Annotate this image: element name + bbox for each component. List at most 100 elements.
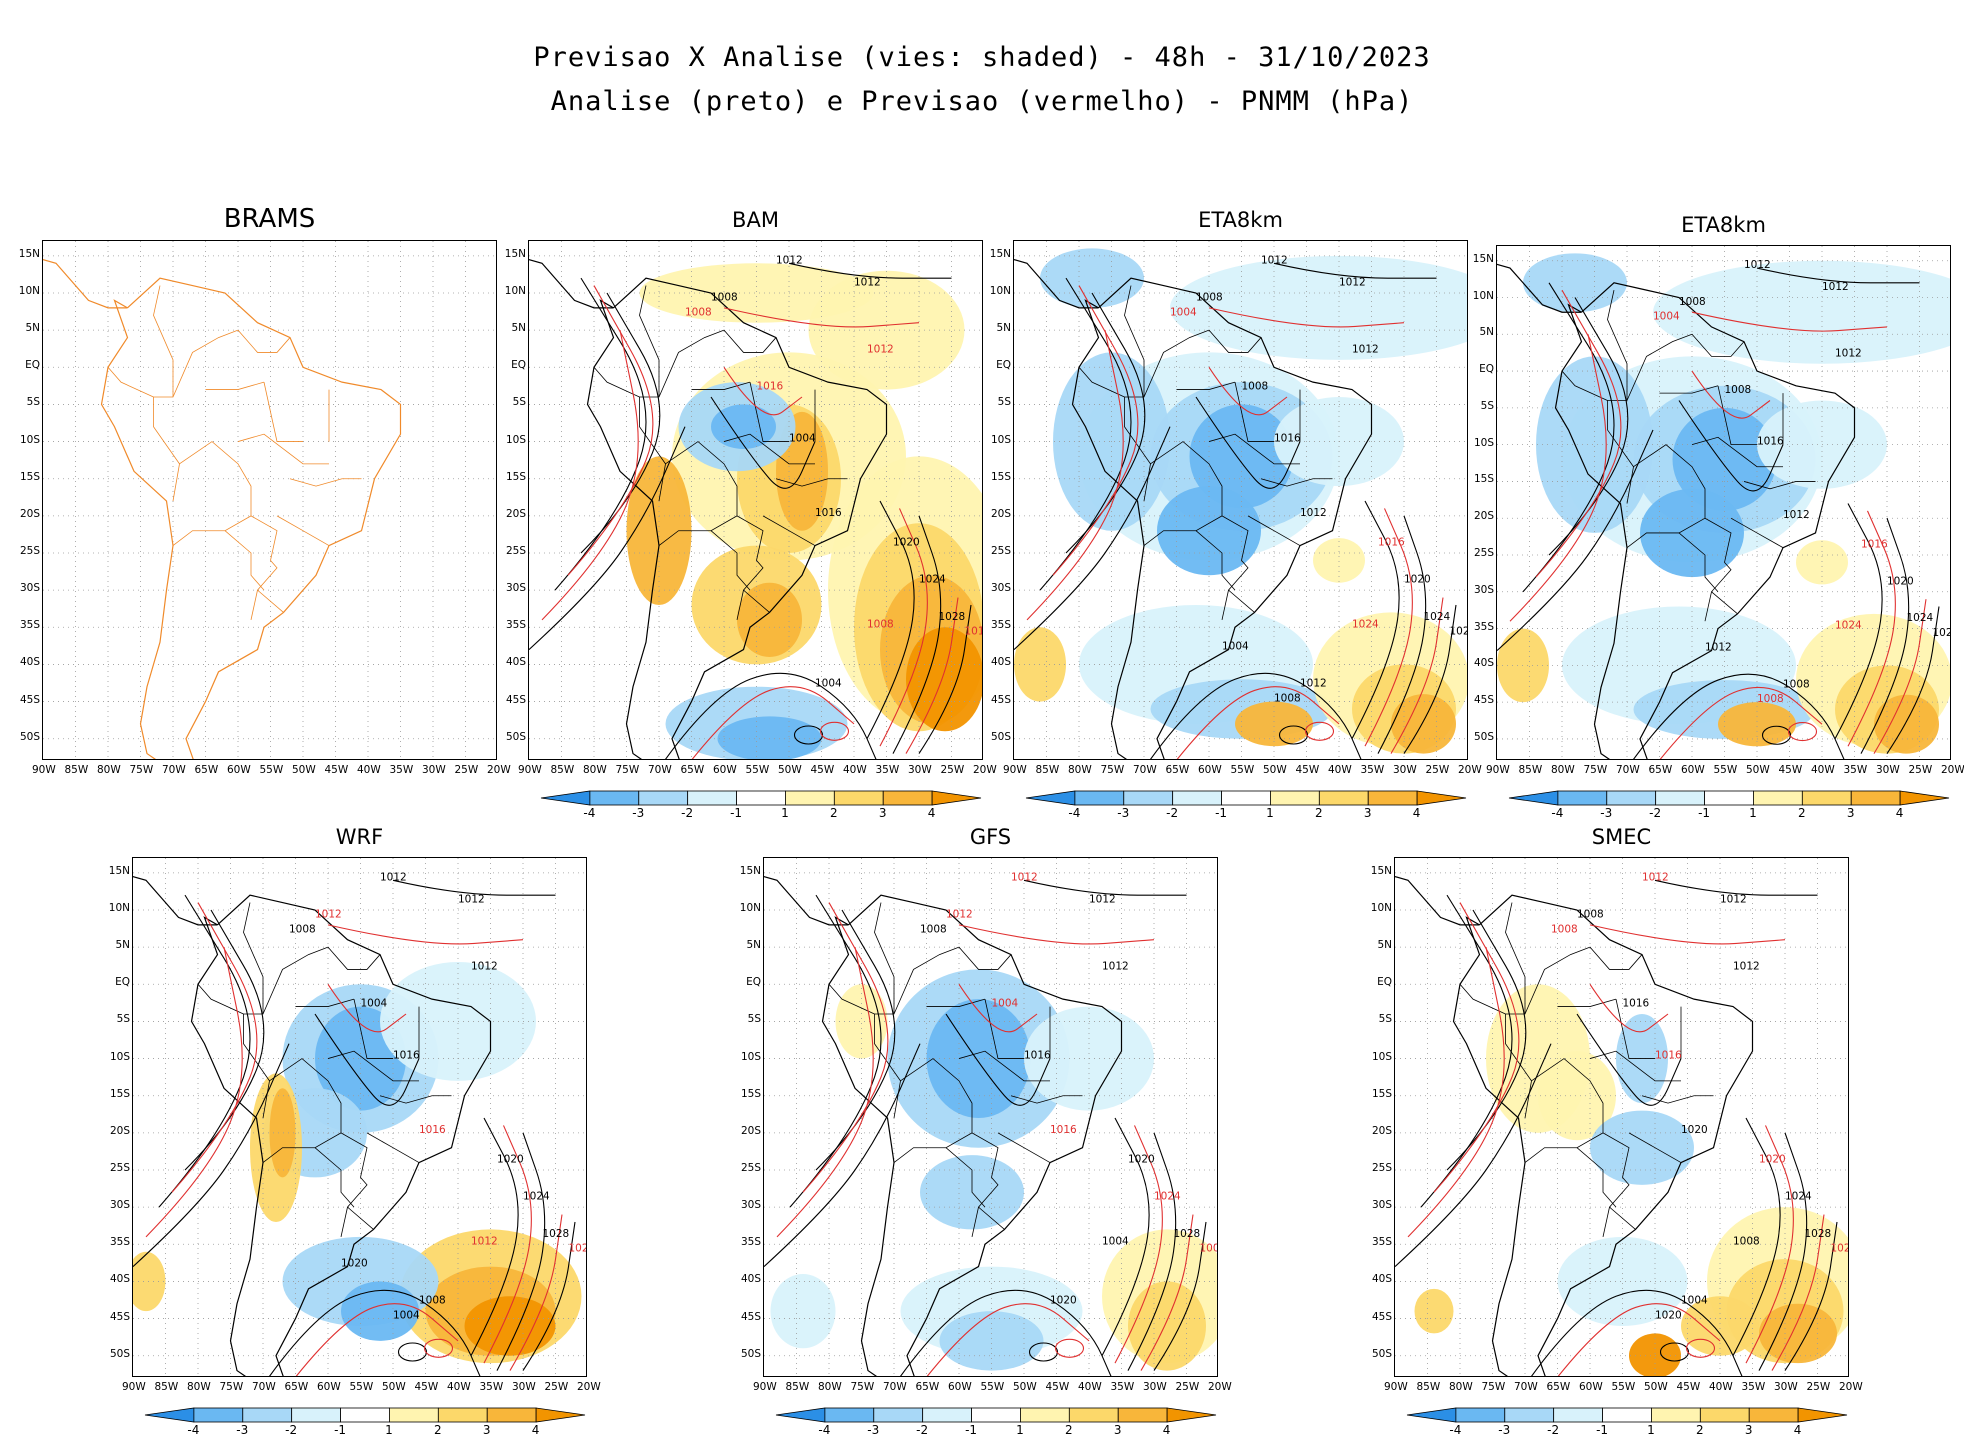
lat-label: 15S: [1371, 1087, 1392, 1100]
isobar-label: 1012: [867, 343, 894, 355]
lat-label: 15S: [109, 1087, 130, 1100]
isobar-label: 1028: [1174, 1228, 1201, 1240]
map-frame: 1012 1012 1008 1004 1012 1008 1016 1012 1016 1020…: [1496, 245, 1951, 760]
map-frame: 1012 1012 1012 1008 1012 1004 1016 1016 1020 1024…: [132, 857, 587, 1377]
colorbar-label: 3: [1744, 1423, 1753, 1437]
lon-label: 80W: [583, 764, 607, 776]
isobar-label: 1016: [393, 1050, 420, 1062]
bias-shade-14: [1313, 538, 1365, 583]
isobar-label: 1008: [1196, 291, 1223, 303]
lat-label: 40S: [19, 656, 40, 669]
lon-label: 45W: [1045, 1381, 1070, 1393]
lon-label: 25W: [1175, 1381, 1200, 1393]
colorbar-segment: [1503, 1407, 1554, 1423]
panel-eta8km-2: ETA8km 1012 1012 1008 1004 1012 1008 1016 1012 10…: [1454, 205, 1964, 820]
colorbar-segment: [921, 1407, 972, 1423]
isobar-10: [900, 1289, 1112, 1376]
lon-label: 50W: [1746, 764, 1770, 776]
isobar-label: 1024: [569, 1243, 588, 1255]
colorbar: [775, 1407, 1216, 1423]
lon-label: 45W: [324, 764, 349, 776]
isobar-7: [1403, 604, 1457, 754]
lat-label: 10N: [504, 285, 526, 297]
lat-label: 50S: [740, 1347, 761, 1360]
colorbar-segment: [1654, 790, 1705, 806]
lat-label: 20S: [1371, 1124, 1392, 1137]
isobar-5: [1101, 1117, 1150, 1356]
lon-label: 60W: [948, 1381, 972, 1393]
isobar-label: 1012: [1642, 871, 1669, 883]
isobar-3: [171, 902, 258, 1193]
lon-label: 85W: [154, 1381, 179, 1393]
isobar-label: 1020: [1128, 1154, 1155, 1166]
colorbar-label: 3: [1363, 806, 1372, 820]
isobar-label: 1008: [1242, 381, 1269, 393]
low-center-0: [1761, 725, 1792, 745]
lon-label: 50W: [1013, 1381, 1037, 1393]
lon-label: 20W: [1839, 1381, 1863, 1393]
isobar-5: [866, 500, 915, 739]
low-center-1: [1304, 721, 1335, 741]
isobar-10: [1531, 1289, 1743, 1376]
isobar-label: 1004: [1102, 1235, 1129, 1247]
isobar-7: [1784, 1221, 1838, 1371]
isobar-14: [1273, 262, 1437, 279]
bias-shade-7: [464, 1296, 556, 1356]
colorbar: [1508, 790, 1949, 806]
isobar-4: [1026, 330, 1124, 621]
lat-lon-grid: [43, 241, 496, 759]
lon-label: 90W: [122, 1381, 146, 1393]
lat-label: 25S: [19, 545, 40, 557]
lat-lon-grid: [1014, 241, 1467, 759]
isobar-label: 1024: [1907, 612, 1934, 624]
isobar-label: 1016: [1050, 1124, 1077, 1136]
panel-title: BRAMS: [223, 204, 316, 234]
lon-label: 55W: [1611, 1381, 1636, 1393]
isobar-label: 1012: [1720, 894, 1747, 906]
isobar-4: [1509, 334, 1607, 622]
figure-title-line2: Analise (preto) e Previsao (vermelho) - …: [550, 86, 1414, 117]
lat-label: 25S: [1473, 547, 1494, 559]
lat-label: 30S: [505, 582, 526, 595]
lat-label: 25S: [740, 1162, 761, 1174]
colorbar-label: -4: [1068, 806, 1081, 820]
colorbar-segment: [1556, 790, 1607, 806]
lat-label: EQ: [996, 359, 1011, 372]
isobar-label: 1012: [1011, 871, 1038, 883]
isobar-label: 1008: [1733, 1235, 1760, 1247]
colorbar-label: -2: [1547, 1423, 1560, 1437]
colorbar-segment: [1552, 1407, 1603, 1423]
isobar-8: [483, 1125, 532, 1364]
lon-label: 20W: [973, 764, 997, 776]
isobar-4: [776, 947, 874, 1238]
lat-label: 15S: [740, 1087, 761, 1100]
isobar-14: [788, 262, 952, 279]
lat-label: EQ: [25, 359, 40, 372]
lat-label: 15N: [989, 247, 1011, 260]
isobar-label: 1012: [458, 894, 485, 906]
lon-label: 20W: [1458, 764, 1482, 776]
bias-shading: [626, 263, 982, 759]
isobar-9: [509, 1214, 563, 1371]
lat-label: 45S: [505, 693, 526, 706]
bias-shade-9: [626, 456, 692, 605]
colorbar-segment: [872, 1407, 923, 1423]
colorbar-segment: [1850, 790, 1901, 806]
isobar-label: 1008: [920, 923, 947, 935]
isobar-12: [710, 396, 816, 489]
coastline: [1014, 258, 1373, 759]
lat-label: 10S: [505, 433, 526, 446]
isobar-label: 1016: [1623, 998, 1650, 1010]
coastline: [764, 875, 1123, 1376]
bias-shade-13: [717, 716, 822, 759]
lat-label: EQ: [511, 359, 526, 372]
panel-title: ETA8km: [1198, 208, 1283, 232]
colorbar-label: 1: [385, 1423, 393, 1437]
map-frame: 1012 1012 1008 1008 1012 1016 1004 1016 1020 1024…: [528, 240, 983, 760]
colorbar-segment: [823, 1407, 874, 1423]
lon-label: 65W: [1546, 1381, 1571, 1393]
isobar-14: [392, 879, 556, 896]
panel-title: ETA8km: [1681, 213, 1766, 237]
colorbar-label: 4: [1162, 1423, 1171, 1437]
isobar-label: 1004: [992, 998, 1019, 1010]
